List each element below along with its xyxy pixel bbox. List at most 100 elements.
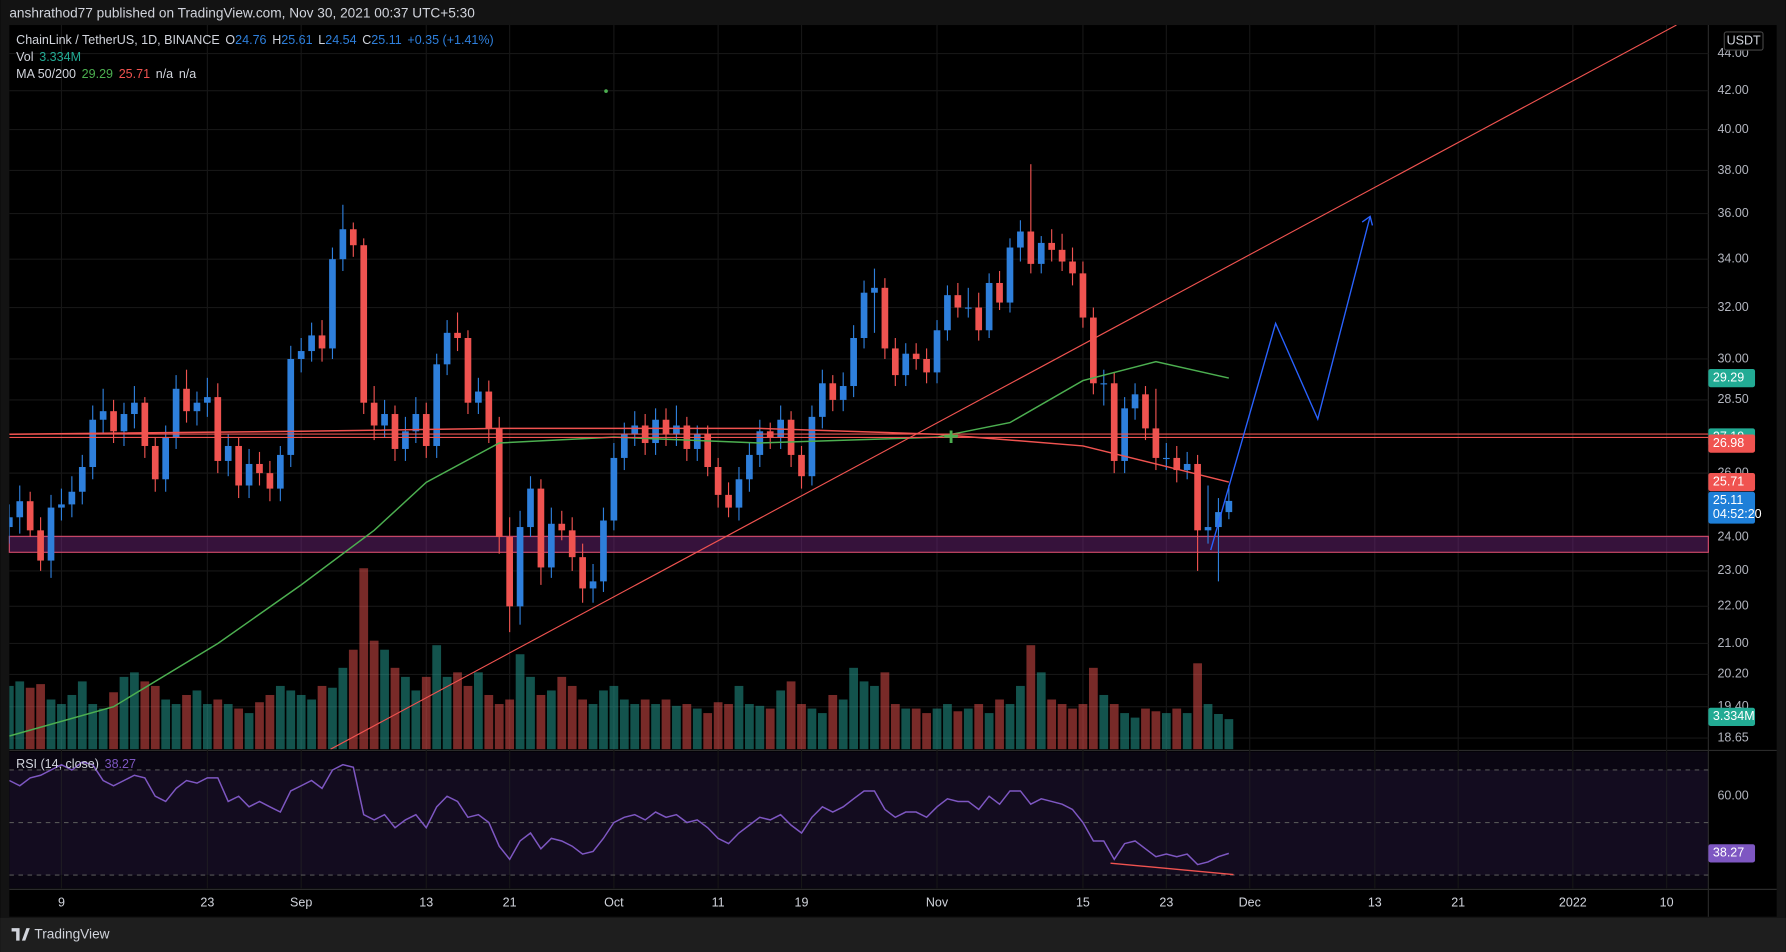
price-layer <box>9 164 1709 737</box>
candle-body <box>287 358 295 455</box>
rsi-layer <box>9 761 1709 876</box>
volume-bar <box>474 672 483 750</box>
candle-body <box>266 473 274 489</box>
candle-body <box>110 411 117 432</box>
header: anshrathod77 published on TradingView.co… <box>9 5 475 20</box>
volume-bar <box>776 690 786 750</box>
volume-bar <box>348 649 358 750</box>
volume-bar <box>1224 719 1234 750</box>
candle-body <box>454 332 461 339</box>
candle-body <box>16 501 24 518</box>
candle-body <box>308 335 315 352</box>
candle-body <box>26 501 34 531</box>
candle-body <box>1225 500 1233 513</box>
marker-dot <box>604 89 608 93</box>
volume-bar <box>828 694 838 750</box>
volume-bar <box>682 704 692 750</box>
y-tick-label: 30.00 <box>1717 351 1748 365</box>
candle-body <box>475 391 482 403</box>
candle-body <box>1173 457 1181 471</box>
volume-bar <box>943 704 952 750</box>
candle-body <box>548 523 555 568</box>
currency: USDT <box>1727 33 1761 47</box>
legend-ohlc-part: +0.35 (+1.41%) <box>407 33 493 47</box>
candle-body <box>151 445 159 480</box>
volume-bar <box>724 704 733 750</box>
candle-body <box>1162 457 1170 460</box>
candle-body <box>912 353 920 359</box>
price-label: 29.29 <box>1713 370 1744 384</box>
volume-bar <box>213 699 223 750</box>
x-tick-label: Oct <box>604 895 624 909</box>
candle-body <box>412 414 420 432</box>
candle-body <box>673 425 680 435</box>
rsi-label-box <box>1708 844 1756 863</box>
candle-body <box>1142 394 1149 429</box>
legend-ohlc-part: H <box>272 33 281 47</box>
candle-body <box>693 434 701 449</box>
legend-volume-part: Vol <box>16 50 33 64</box>
candle-body <box>850 338 857 387</box>
y-tick-label: 24.00 <box>1717 529 1748 543</box>
candle-body <box>516 527 524 607</box>
y-tick-label: 18.65 <box>1717 730 1748 744</box>
candle-body <box>704 434 712 468</box>
volume-bar <box>713 702 723 750</box>
volume-bar <box>36 684 45 750</box>
candle-body <box>1152 428 1160 458</box>
candle-body <box>923 358 930 373</box>
candle-body <box>746 454 753 480</box>
candle-body <box>495 428 503 537</box>
volume-bar <box>1172 708 1182 750</box>
volume-bar <box>984 713 994 750</box>
candle-body <box>839 386 847 400</box>
candle-body <box>881 287 889 349</box>
volume-bar <box>494 704 504 750</box>
volume-bar <box>807 708 817 750</box>
candle-body <box>78 467 86 492</box>
volume-bar <box>171 704 181 750</box>
price-label: 25.11 <box>1713 493 1743 507</box>
legend-ohlc-part: 25.61 <box>281 33 312 47</box>
candle-body <box>1006 247 1014 303</box>
legend-ohlc-part: ChainLink / TetherUS, 1D, BINANCE <box>16 33 220 47</box>
volume-bar <box>599 690 608 750</box>
candle-body <box>996 282 1003 303</box>
volume-bar <box>755 705 765 750</box>
volume-bar <box>505 699 515 750</box>
volume-bar <box>484 694 494 750</box>
volume-bar <box>974 704 984 750</box>
candle-body <box>443 332 451 365</box>
currency-box <box>1723 31 1764 51</box>
candle-body <box>975 307 983 331</box>
candle-body <box>402 431 409 449</box>
legend-ohlc-part: 24.76 <box>235 33 266 47</box>
volume-bar <box>995 699 1004 750</box>
legend-ohlc-part: L <box>318 33 325 47</box>
volume-bar <box>661 699 671 750</box>
candle-body <box>370 402 378 426</box>
volume-bar <box>317 685 327 750</box>
volume-bar <box>870 685 879 750</box>
legend-ohlc-part: 25.11 <box>371 33 401 47</box>
x-tick-label: 21 <box>1451 895 1465 909</box>
volume-bar <box>161 699 171 750</box>
volume-bar <box>578 699 587 750</box>
y-tick-label: 40.00 <box>1717 122 1748 136</box>
candle-body <box>1090 317 1097 384</box>
candle-body <box>224 445 232 461</box>
volume-bar <box>421 676 431 750</box>
volume-bar <box>703 713 713 750</box>
rsi-line <box>9 761 1230 866</box>
volume-bar <box>692 708 702 750</box>
volume-bar <box>1078 704 1088 750</box>
volume-bar <box>619 699 629 750</box>
legend-ma-part: n/a <box>179 67 196 81</box>
volume-bar <box>1036 672 1046 750</box>
volume-bar <box>9 685 14 750</box>
volume-bar <box>1088 667 1098 750</box>
volume-bar <box>651 704 660 750</box>
candle-body <box>433 364 441 446</box>
x-tick-label: 19 <box>795 895 809 909</box>
